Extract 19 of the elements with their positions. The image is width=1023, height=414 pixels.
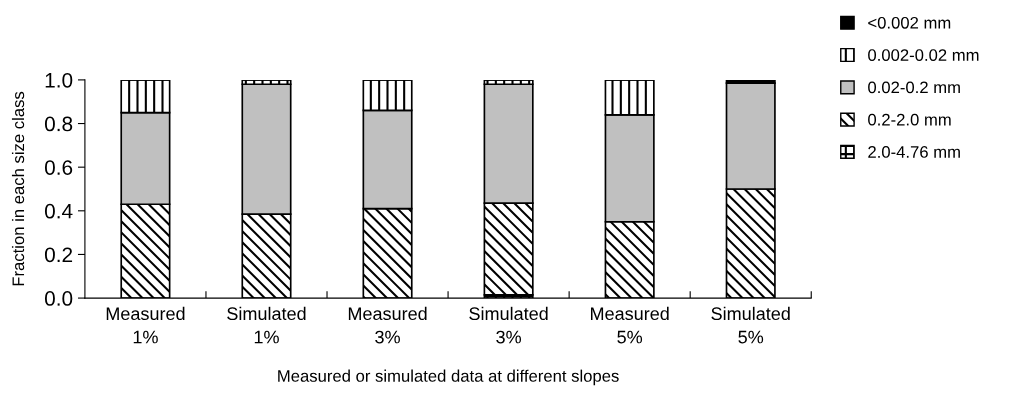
x-tick-label: Measured 1% <box>106 306 185 344</box>
x-tick-label: Simulated 5% <box>711 306 790 344</box>
legend-label: <0.002 mm <box>868 16 951 29</box>
x-tick-label: Simulated 3% <box>469 306 548 344</box>
legend-label: 0.002-0.02 mm <box>868 49 979 61</box>
y-tick-label: 0.0 <box>44 291 73 306</box>
legend-label: 0.2-2.0 mm <box>868 113 951 126</box>
legend-label: 0.02-0.2 mm <box>868 81 960 94</box>
x-tick-label: Measured 3% <box>348 306 427 344</box>
x-tick-label: Simulated 1% <box>227 306 306 344</box>
x-axis-title: Measured or simulated data at different slopes <box>278 369 619 386</box>
y-tick-label: 0.8 <box>44 116 73 132</box>
y-axis-title: Fraction in each size class <box>11 91 25 286</box>
legend-label: 2.0-4.76 mm <box>868 146 960 158</box>
y-tick-label: 1.0 <box>45 72 73 88</box>
y-tick-label: 0.4 <box>44 203 73 219</box>
y-tick-label: 0.2 <box>44 247 73 263</box>
y-tick-label: 0.6 <box>44 160 73 175</box>
x-tick-label: Measured 5% <box>591 306 669 344</box>
